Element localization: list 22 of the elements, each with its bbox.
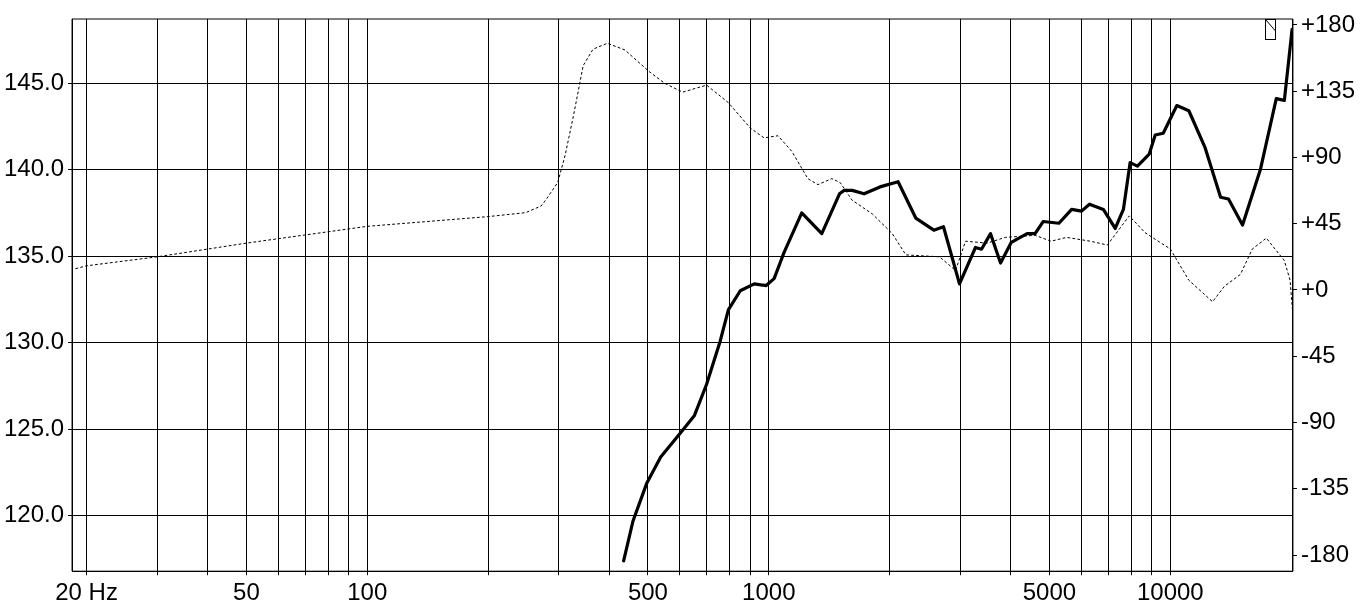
x-tick-label: 100 xyxy=(347,578,388,606)
x-tick-label: 1000 xyxy=(742,578,796,606)
y2-tick-label: +0 xyxy=(1300,274,1329,302)
y-tick-label: 125.0 xyxy=(4,413,65,441)
x-tick-label: 50 xyxy=(233,578,260,606)
x-tick-label: 10000 xyxy=(1136,578,1204,606)
y-tick-label: 140.0 xyxy=(4,154,65,182)
y-tick-label: 130.0 xyxy=(4,327,65,355)
y2-tick-label: -180 xyxy=(1300,539,1349,567)
y2-tick-label: +180 xyxy=(1300,9,1355,37)
y2-tick-label: +45 xyxy=(1300,208,1342,236)
y2-tick-label: -45 xyxy=(1300,340,1336,368)
y-tick-label: 120.0 xyxy=(4,500,65,528)
x-tick-label: 20 Hz xyxy=(55,578,118,606)
y-tick-label: 145.0 xyxy=(4,67,65,95)
y2-tick-label: -135 xyxy=(1300,473,1349,501)
y2-tick-label: +135 xyxy=(1300,75,1355,103)
y-tick-label: 135.0 xyxy=(4,240,65,268)
x-tick-label: 5000 xyxy=(1022,578,1077,606)
y2-tick-label: +90 xyxy=(1300,142,1342,170)
x-tick-label: 500 xyxy=(627,578,668,606)
y2-tick-label: -90 xyxy=(1300,407,1336,435)
